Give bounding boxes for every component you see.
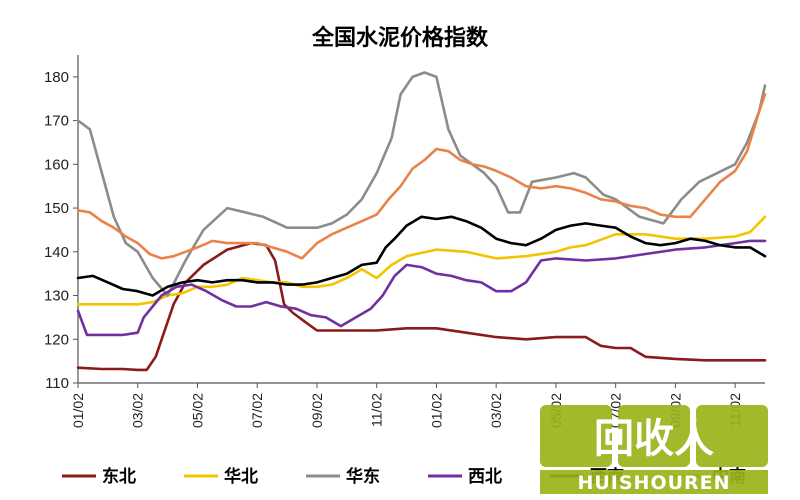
y-tick-label: 170	[44, 113, 69, 130]
watermark-band	[540, 470, 768, 494]
x-tick-label: 01/02	[428, 393, 444, 428]
watermark-subtext: HUISHOUREN	[577, 472, 730, 494]
y-tick-label: 160	[44, 156, 69, 173]
series-line-0	[76, 241, 767, 372]
x-tick-label: 09/02	[309, 393, 325, 428]
legend-label-1: 华北	[224, 466, 258, 487]
watermark-tile-1	[540, 405, 612, 467]
series-layer	[76, 71, 767, 372]
watermark-text: 回收人	[594, 416, 714, 462]
y-tick-label: 110	[45, 375, 69, 392]
series-line-5	[76, 93, 767, 260]
y-tick-label: 130	[44, 288, 69, 305]
series-line-3	[76, 239, 767, 337]
x-tick-label: 03/02	[130, 393, 146, 428]
x-tick-label: 11/02	[369, 393, 385, 427]
watermark-tile-2	[618, 405, 690, 467]
x-tick-label: 05/02	[189, 393, 205, 428]
legend-label-2: 华东	[346, 466, 380, 487]
series-line-2	[76, 71, 767, 297]
x-tick-label: 03/02	[488, 393, 504, 428]
y-tick-label: 150	[44, 200, 69, 217]
watermark-logo: 回收人 HUISHOUREN	[540, 405, 768, 494]
y-tick-label: 140	[44, 244, 69, 261]
chart-title: 全国水泥价格指数	[311, 25, 489, 51]
axes: 110 120 130 140 150 160 170 180 01/02 03/02 05/02 0…	[44, 55, 765, 428]
series-line-4	[76, 215, 767, 297]
legend-label-0: 东北	[102, 466, 136, 487]
watermark-tile-3	[696, 405, 768, 467]
x-tick-label: 07/02	[249, 393, 265, 428]
y-tick-label: 120	[44, 331, 69, 348]
y-tick-label: 180	[44, 69, 69, 86]
x-tick-label: 01/02	[70, 393, 86, 428]
legend-label-3: 西北	[468, 467, 502, 487]
